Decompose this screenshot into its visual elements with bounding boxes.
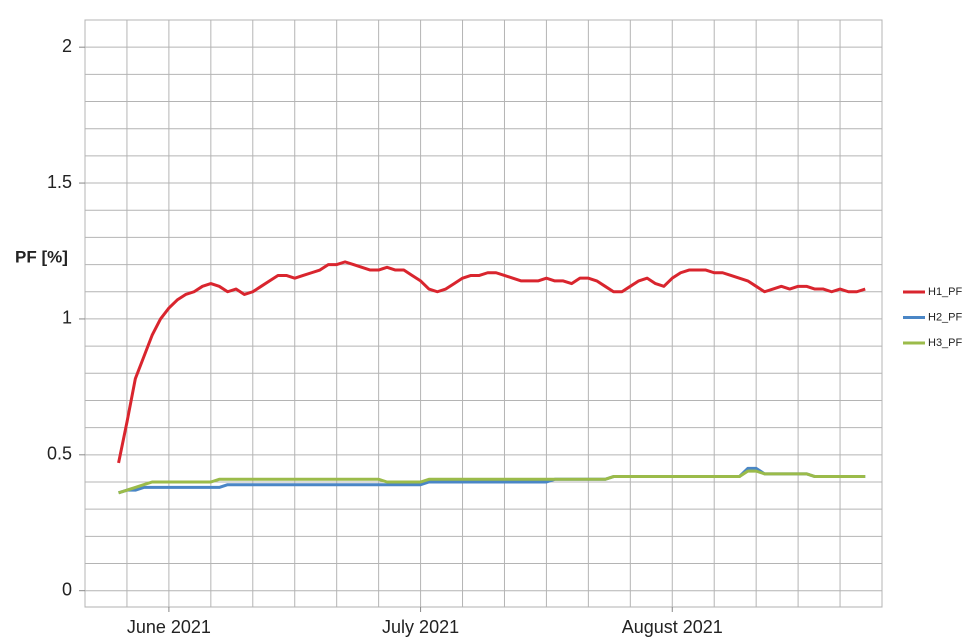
legend-label: H2_PF bbox=[928, 311, 963, 323]
y-axis-label: PF [%] bbox=[15, 247, 68, 266]
y-tick-label: 2 bbox=[62, 36, 72, 56]
x-tick-label: July 2021 bbox=[382, 617, 459, 637]
y-tick-label: 0 bbox=[62, 579, 72, 599]
y-tick-label: 1 bbox=[62, 308, 72, 328]
y-tick-label: 0.5 bbox=[47, 444, 72, 464]
data-line bbox=[118, 469, 866, 495]
legend-label: H1_PF bbox=[928, 286, 963, 298]
x-tick-label: August 2021 bbox=[622, 617, 723, 637]
y-tick-label: 1.5 bbox=[47, 172, 72, 192]
data-line bbox=[117, 260, 866, 464]
x-tick-label: June 2021 bbox=[127, 617, 211, 637]
legend-label: H3_PF bbox=[928, 337, 963, 349]
plot-area bbox=[84, 19, 883, 608]
